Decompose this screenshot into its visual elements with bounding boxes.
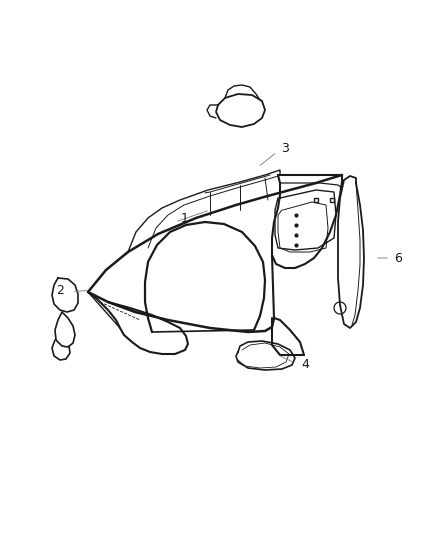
- Text: 3: 3: [281, 141, 289, 155]
- Text: 4: 4: [301, 359, 309, 372]
- Text: 1: 1: [181, 212, 189, 224]
- Text: 6: 6: [394, 252, 402, 264]
- Text: 2: 2: [56, 284, 64, 296]
